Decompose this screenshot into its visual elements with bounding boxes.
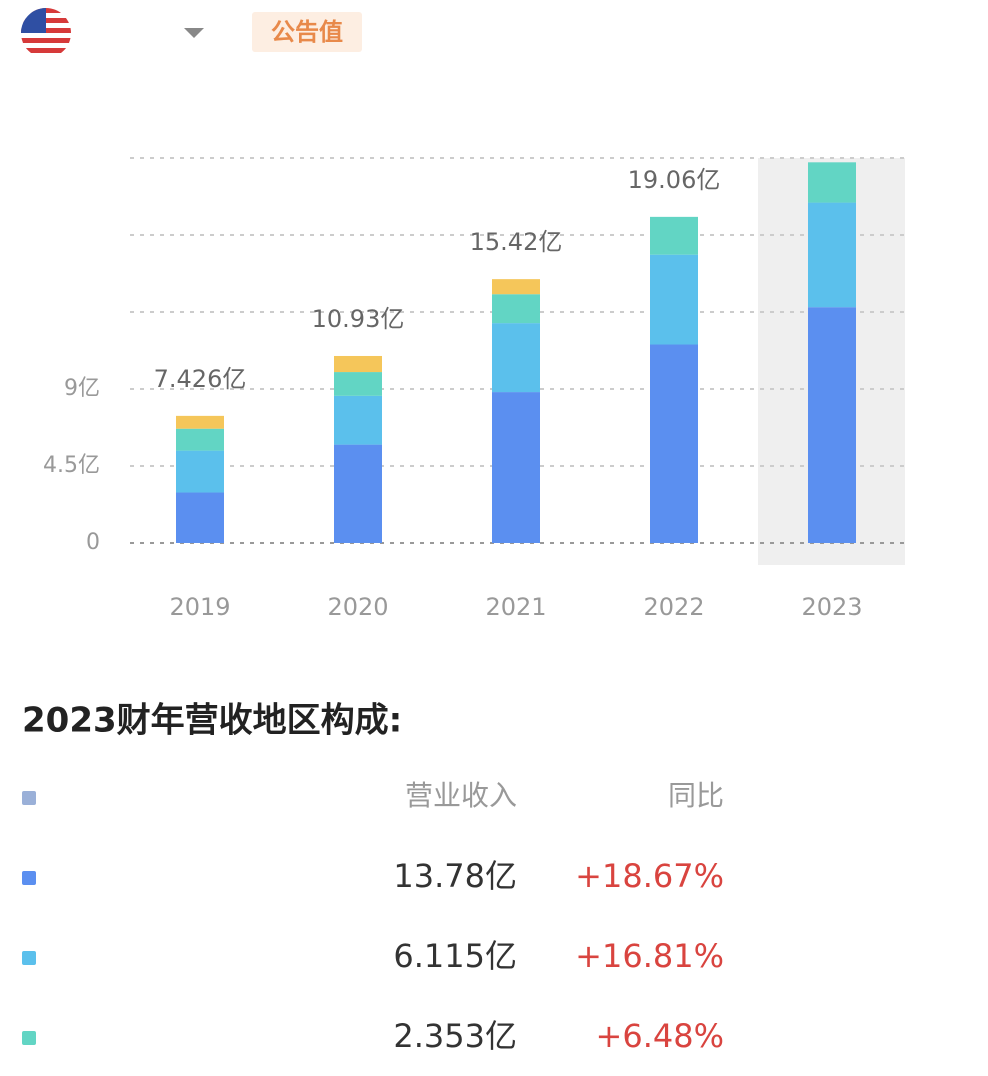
flag-icon[interactable] bbox=[21, 8, 71, 58]
bar-segment bbox=[808, 307, 856, 543]
row-color-key bbox=[22, 951, 36, 965]
yoy-cell: +6.48% bbox=[596, 1017, 724, 1055]
column-header: 营业收入 bbox=[405, 779, 517, 812]
bar-segment bbox=[492, 294, 540, 324]
revenue-cell: 13.78亿 bbox=[393, 857, 517, 895]
bar-segment bbox=[492, 279, 540, 295]
dropdown-arrow[interactable] bbox=[184, 28, 204, 38]
x-tick-label: 2019 bbox=[169, 593, 230, 621]
column-header: 同比 bbox=[668, 779, 724, 812]
table-rows: 13.78亿 +18.67% 6.115亿 +16.81% 2.353亿 +6.48% bbox=[22, 857, 724, 1055]
bar-segment bbox=[650, 344, 698, 543]
bar-segment bbox=[808, 162, 856, 203]
bar-segment bbox=[808, 202, 856, 308]
total-label: 10.93亿 bbox=[312, 305, 405, 333]
bar-segment bbox=[334, 372, 382, 396]
yoy-cell: +16.81% bbox=[575, 937, 724, 975]
bar-segment bbox=[176, 415, 224, 429]
bar-segment bbox=[334, 395, 382, 445]
row-color-key bbox=[22, 871, 36, 885]
bar-segment bbox=[650, 216, 698, 255]
bar-segment bbox=[176, 492, 224, 543]
y-tick-label: 0 bbox=[86, 530, 100, 555]
x-tick-label: 2023 bbox=[801, 593, 862, 621]
bar-segment bbox=[650, 254, 698, 345]
revenue-cell: 2.353亿 bbox=[393, 1017, 517, 1055]
bar-segment bbox=[334, 355, 382, 373]
header-icon bbox=[22, 791, 36, 805]
x-tick-label: 2022 bbox=[643, 593, 704, 621]
x-tick-label: 2020 bbox=[327, 593, 388, 621]
chart: 0 4.5亿 9亿 2019 7.426亿 2020 10.93亿 2021 15.42亿 202… bbox=[43, 157, 905, 621]
bar-segment bbox=[176, 450, 224, 493]
x-tick-label: 2021 bbox=[485, 593, 546, 621]
total-label: 7.426亿 bbox=[154, 365, 247, 393]
revenue-cell: 6.115亿 bbox=[393, 937, 517, 975]
bar-segment bbox=[492, 392, 540, 543]
row-color-key bbox=[22, 1031, 36, 1045]
badge[interactable]: 公告值 bbox=[271, 18, 343, 46]
y-tick-label: 9亿 bbox=[64, 376, 100, 401]
bar-segment bbox=[492, 323, 540, 393]
yoy-cell: +18.67% bbox=[575, 857, 724, 895]
bar-segment bbox=[334, 444, 382, 543]
badge-bg[interactable] bbox=[252, 12, 362, 52]
table-title: 2023财年营收地区构成: bbox=[22, 701, 402, 741]
bar-segment bbox=[176, 428, 224, 451]
total-label: 15.42亿 bbox=[470, 228, 563, 256]
total-label: 19.06亿 bbox=[628, 166, 721, 194]
y-tick-label: 4.5亿 bbox=[43, 453, 100, 478]
